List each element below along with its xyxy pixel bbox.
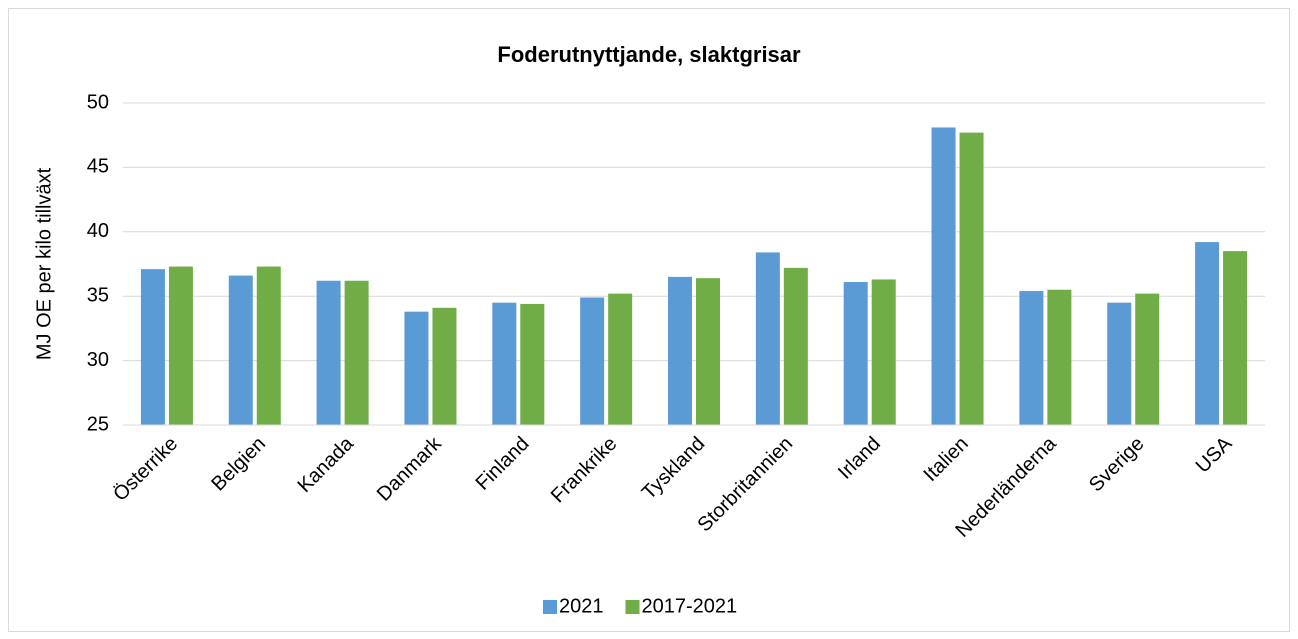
bar [755,252,780,425]
bar [1223,251,1248,425]
bar [843,282,868,425]
bar [432,307,457,425]
bar [1019,291,1044,425]
bar [520,303,545,425]
y-tick-label: 25 [87,413,109,435]
bar [931,127,956,426]
bar [668,276,692,425]
bar [871,279,896,425]
y-tick-label: 45 [87,156,109,178]
bar [492,302,517,425]
bar [783,267,808,425]
bar [1135,293,1160,425]
bar [696,278,720,425]
y-tick-label: 30 [87,349,109,371]
bar [1107,302,1132,425]
legend-label: 2017-2021 [642,595,738,617]
bar [316,280,341,425]
bar [959,132,984,425]
bar [168,266,193,425]
bar [228,275,253,425]
bar [140,269,165,425]
chart-border [8,8,1290,632]
bar [404,311,429,425]
bar [1195,242,1220,425]
bar [256,266,281,425]
bar [580,297,605,425]
y-axis-label: MJ OE per kilo tillväxt [33,167,55,360]
chart-title: Foderutnyttjande, slaktgrisar [497,42,801,67]
y-tick-label: 35 [87,284,109,306]
bar [344,280,369,425]
legend-swatch [543,600,557,614]
legend-label: 2021 [559,595,604,617]
legend-swatch [625,600,640,614]
y-tick-label: 50 [87,91,109,113]
bar [1047,289,1072,425]
y-tick-label: 40 [87,220,109,242]
bar [608,293,633,425]
